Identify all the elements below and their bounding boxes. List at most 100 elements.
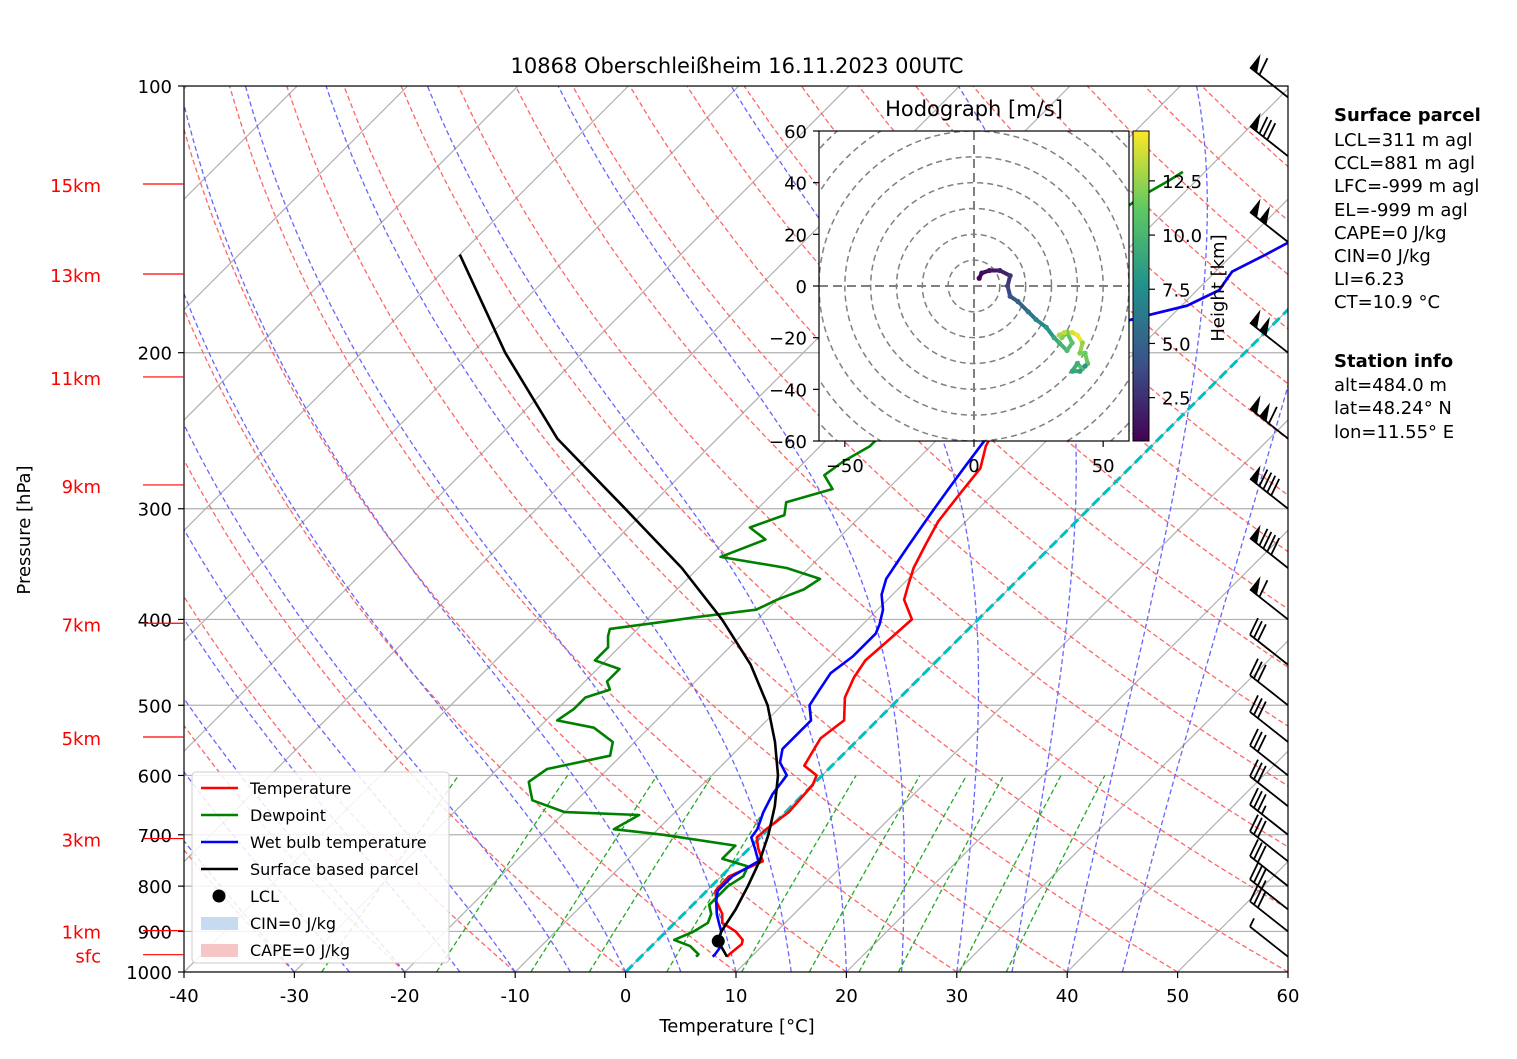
mixing-ratio-line — [897, 775, 1005, 972]
isotherm-gridline — [956, 639, 1288, 972]
barb-flag — [1250, 112, 1261, 132]
barb-flag — [1250, 198, 1261, 218]
height-label: 9km — [62, 477, 101, 498]
y-tick-label: 800 — [138, 877, 172, 898]
dry-adiabat — [858, 86, 1288, 496]
barb-staff — [1249, 125, 1289, 157]
hodograph: −50 0 50 −60 −40 −20 0 20 40 60 Hodograph [m/s] 2… — [769, 97, 1229, 477]
barb-full — [1270, 478, 1281, 496]
isotherm-gridline — [184, 86, 740, 642]
height-label: 1km — [62, 923, 101, 944]
isotherm-gridline — [184, 86, 850, 753]
mixing-ratio-line — [959, 775, 1062, 972]
isotherm-gridline — [184, 86, 629, 532]
barb-staff — [1249, 900, 1289, 933]
height-label: 15km — [50, 176, 101, 197]
barb-full — [1257, 868, 1267, 887]
hodograph-y-tick-label: 0 — [796, 277, 807, 298]
hodograph-title: Hodograph [m/s] — [885, 97, 1063, 121]
barb-full — [1249, 814, 1259, 832]
moist-adiabat — [426, 86, 848, 972]
barb-staff — [1249, 744, 1289, 777]
barb-staff — [1249, 634, 1289, 666]
barb-flag — [1250, 524, 1261, 544]
chart-title: 10868 Oberschleißheim 16.11.2023 00UTC — [511, 54, 964, 78]
x-tick-label: 0 — [620, 986, 631, 1007]
wind-barb — [1249, 694, 1289, 743]
barb-staff — [1249, 804, 1289, 836]
dry-adiabat — [457, 86, 1288, 910]
barb-full — [1253, 620, 1263, 639]
barb-staff — [1249, 775, 1289, 807]
hodograph-point — [1077, 350, 1083, 356]
y-tick-label: 300 — [138, 500, 172, 521]
wind-barb — [1249, 54, 1289, 99]
barb-full — [1249, 617, 1259, 636]
wind-barb — [1249, 787, 1289, 836]
barb-flag — [1259, 316, 1270, 336]
legend-swatch — [201, 917, 238, 930]
barb-full — [1266, 475, 1277, 493]
moist-adiabat — [1121, 383, 1288, 972]
legend: Temperature Dewpoint Wet bulb temperature S… — [191, 771, 450, 964]
legend-box — [191, 771, 450, 964]
lcl-marker — [711, 934, 725, 948]
wind-barb — [1249, 465, 1289, 510]
barb-staff — [1249, 855, 1289, 887]
hodograph-point — [1069, 340, 1075, 346]
surface-line: CAPE=0 J/kg — [1334, 223, 1447, 244]
height-label: 3km — [62, 831, 101, 852]
hodograph-point — [1004, 283, 1011, 289]
hodograph-point — [1043, 324, 1049, 330]
barb-staff — [1249, 407, 1289, 440]
x-tick-label: 20 — [835, 986, 858, 1007]
dry-adiabat — [184, 127, 847, 972]
barb-full — [1249, 694, 1259, 713]
moist-adiabat — [325, 86, 792, 972]
hodograph-point — [986, 267, 993, 274]
barb-full — [1249, 787, 1259, 806]
barb-staff — [1249, 830, 1289, 863]
hodograph-point — [1082, 350, 1088, 356]
barb-half — [1260, 805, 1267, 815]
surface-line: CT=10.9 °C — [1334, 292, 1440, 313]
barb-full — [1257, 765, 1267, 783]
barb-full — [1249, 862, 1259, 880]
surface-parcel-header: Surface parcel — [1334, 105, 1481, 126]
barb-full — [1257, 664, 1267, 682]
barb-full — [1258, 579, 1269, 598]
height-label: 7km — [62, 615, 101, 636]
barb-staff — [1249, 66, 1289, 99]
mixing-ratio-line — [808, 775, 921, 972]
hodograph-x-tick-label: 0 — [968, 456, 979, 477]
x-tick-label: 30 — [945, 986, 968, 1007]
height-label: 5km — [62, 729, 101, 750]
barb-full — [1258, 116, 1269, 134]
legend-label: Surface based parcel — [250, 860, 419, 879]
wind-barb — [1249, 112, 1289, 157]
legend-swatch — [212, 889, 226, 903]
barb-full — [1249, 759, 1259, 777]
y-tick-label: 500 — [138, 696, 172, 717]
barb-full — [1258, 57, 1269, 76]
hodograph-point — [1025, 309, 1031, 315]
barb-full — [1253, 865, 1263, 883]
moist-adiabat — [1066, 86, 1208, 972]
wind-barb — [1249, 814, 1289, 863]
x-tick-label: 60 — [1277, 986, 1300, 1007]
hodograph-point — [1007, 293, 1013, 299]
barb-full — [1253, 762, 1263, 780]
y-axis-label: Pressure [hPa] — [14, 465, 35, 594]
hodograph-point — [997, 267, 1003, 274]
moist-adiabat — [184, 423, 571, 972]
moist-adiabat — [184, 104, 682, 972]
wind-barb — [1249, 728, 1289, 777]
barb-full — [1262, 531, 1273, 549]
surface-line: LI=6.23 — [1334, 269, 1405, 290]
y-tick-label: 200 — [138, 344, 172, 365]
barb-full — [1253, 817, 1263, 835]
barb-full — [1266, 534, 1277, 553]
hodograph-axes: −50 0 50 −60 −40 −20 0 20 40 60 — [769, 122, 1115, 477]
wind-barb — [1249, 917, 1289, 958]
colorbar-tick-label: 2.5 — [1162, 389, 1191, 410]
